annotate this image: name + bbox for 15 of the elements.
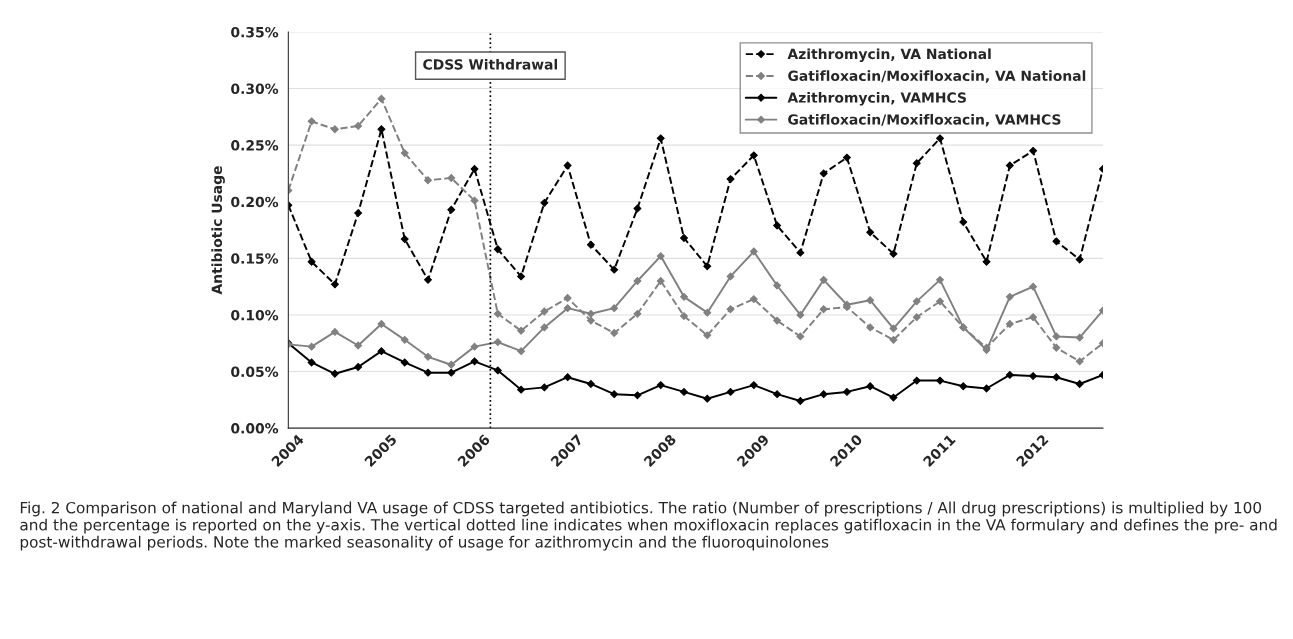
y-tick-label: 0.20% (231, 196, 279, 208)
legend-label: Gatifloxacin/Moxifloxacin, VAMHCS (788, 113, 1061, 127)
legend-label: Azithromycin, VA National (787, 48, 991, 62)
legend-label: Gatifloxacin/Moxifloxacin, VA National (788, 70, 1086, 83)
y-axis-title: Antibiotic Usage (211, 166, 225, 295)
y-tick-label: 0.15% (231, 253, 279, 264)
legend-label: Azithromycin, VAMHCS (787, 92, 966, 106)
y-tick-label: 0.30% (231, 83, 279, 95)
y-tick-label: 0.10% (231, 309, 279, 321)
y-tick-label: 0.00% (231, 423, 279, 434)
y-tick-label: 0.35% (231, 26, 279, 38)
y-tick-label: 0.05% (231, 366, 279, 378)
caption: Fig. 2 Comparison of national and Maryland VA usage of CDSS targeted antibiotics. The ratio (Number of prescriptions / All drug prescriptions) is multiplied by 100 and the percentage is reported on the y-axis. The vertical dotted line indicates when moxifloxacin replaces gatifloxacin in the VA formulary and defines the pre- and post-withdrawal periods. Note the marked seasonality of usage for azithromycin and the fluoroquinolones (20, 501, 1277, 551)
ref-line-label: CDSS Withdrawal (423, 58, 558, 70)
y-tick-label: 0.25% (231, 140, 279, 151)
